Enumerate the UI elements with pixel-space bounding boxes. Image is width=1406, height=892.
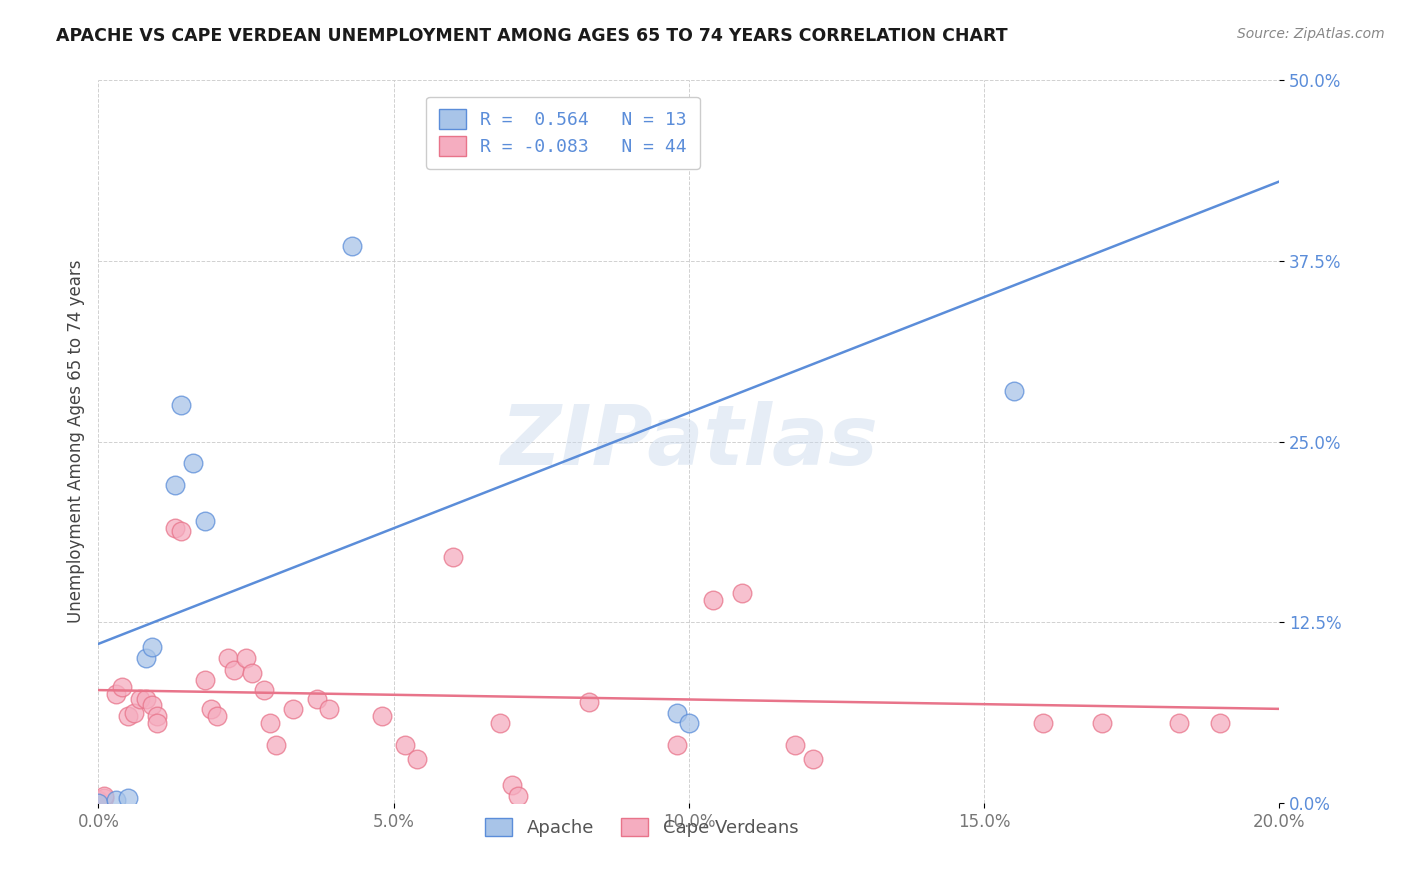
- Point: [194, 673, 217, 687]
- Point: [731, 586, 754, 600]
- Point: [253, 683, 276, 698]
- Point: [678, 716, 700, 731]
- Point: [128, 691, 150, 706]
- Point: [259, 716, 281, 731]
- Point: [578, 695, 600, 709]
- Point: [135, 691, 157, 706]
- Point: [506, 789, 529, 803]
- Point: [135, 651, 157, 665]
- Point: [117, 791, 139, 805]
- Point: [801, 752, 824, 766]
- Point: [87, 796, 110, 810]
- Point: [318, 702, 340, 716]
- Point: [1168, 716, 1191, 731]
- Point: [111, 680, 134, 694]
- Point: [141, 640, 163, 654]
- Point: [666, 738, 689, 752]
- Point: [406, 752, 429, 766]
- Point: [666, 706, 689, 721]
- Point: [105, 793, 128, 807]
- Point: [217, 651, 239, 665]
- Point: [1209, 716, 1232, 731]
- Text: Source: ZipAtlas.com: Source: ZipAtlas.com: [1237, 27, 1385, 41]
- Point: [785, 738, 807, 752]
- Point: [1091, 716, 1114, 731]
- Text: APACHE VS CAPE VERDEAN UNEMPLOYMENT AMONG AGES 65 TO 74 YEARS CORRELATION CHART: APACHE VS CAPE VERDEAN UNEMPLOYMENT AMON…: [56, 27, 1008, 45]
- Point: [501, 779, 523, 793]
- Point: [264, 738, 287, 752]
- Point: [441, 550, 464, 565]
- Point: [93, 791, 115, 805]
- Point: [1002, 384, 1025, 398]
- Point: [1032, 716, 1054, 731]
- Point: [194, 514, 217, 528]
- Point: [200, 702, 222, 716]
- Point: [224, 663, 246, 677]
- Point: [305, 691, 328, 706]
- Point: [93, 789, 115, 803]
- Point: [87, 793, 110, 807]
- Legend: Apache, Cape Verdeans: Apache, Cape Verdeans: [478, 811, 806, 845]
- Point: [702, 593, 724, 607]
- Point: [181, 456, 204, 470]
- Point: [146, 709, 169, 723]
- Point: [165, 521, 187, 535]
- Point: [117, 709, 139, 723]
- Y-axis label: Unemployment Among Ages 65 to 74 years: Unemployment Among Ages 65 to 74 years: [66, 260, 84, 624]
- Point: [371, 709, 394, 723]
- Point: [105, 687, 128, 701]
- Point: [165, 478, 187, 492]
- Point: [170, 524, 193, 538]
- Point: [122, 706, 145, 721]
- Point: [394, 738, 416, 752]
- Point: [342, 239, 364, 253]
- Point: [235, 651, 257, 665]
- Point: [489, 716, 512, 731]
- Point: [283, 702, 305, 716]
- Point: [146, 716, 169, 731]
- Point: [170, 398, 193, 412]
- Text: ZIPatlas: ZIPatlas: [501, 401, 877, 482]
- Point: [205, 709, 228, 723]
- Point: [141, 698, 163, 712]
- Point: [240, 665, 263, 680]
